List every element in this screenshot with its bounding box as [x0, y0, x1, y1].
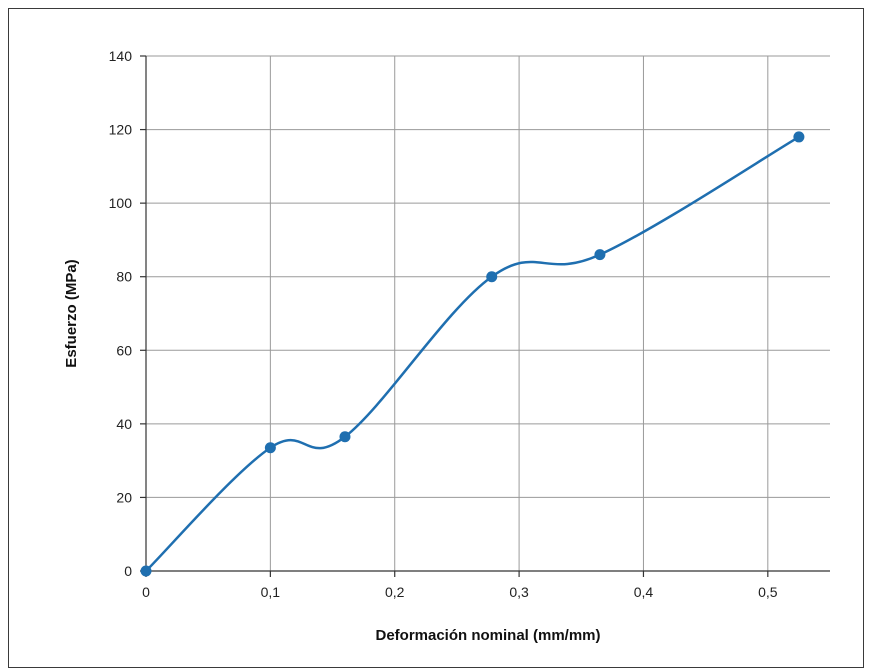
data-point	[264, 442, 276, 454]
chart-frame	[8, 8, 864, 668]
series-line	[145, 135, 800, 572]
data-point	[486, 271, 498, 283]
x-axis-label: Deformación nominal (mm/mm)	[375, 627, 600, 644]
y-tick-label: 80	[116, 269, 132, 285]
y-tick-label: 0	[124, 563, 132, 579]
y-tick-label: 140	[109, 48, 133, 64]
x-tick-label: 0,3	[509, 584, 529, 600]
x-tick-label: 0,5	[758, 584, 778, 600]
tick-labels: 0 20 40 60 80 100 120 140 0 0,1 0,2 0,3 0,4 0,5	[109, 48, 778, 600]
data-point	[140, 565, 152, 577]
data-point	[594, 249, 606, 261]
x-tick-label: 0	[142, 584, 150, 600]
y-tick-label: 100	[109, 195, 133, 211]
y-axis-label: Esfuerzo (MPa)	[63, 259, 80, 367]
data-point	[339, 431, 351, 443]
axes	[140, 55, 830, 577]
x-tick-label: 0,1	[261, 584, 281, 600]
x-tick-label: 0,2	[385, 584, 405, 600]
data-series	[140, 131, 805, 577]
y-tick-label: 120	[109, 122, 133, 138]
y-tick-label: 40	[116, 416, 132, 432]
stress-strain-chart: 0 20 40 60 80 100 120 140 0 0,1 0,2 0,3 0,4 0,5 Defor…	[63, 48, 830, 644]
data-point	[793, 131, 805, 143]
grid-lines	[146, 55, 830, 571]
y-tick-label: 60	[116, 342, 132, 358]
x-tick-label: 0,4	[634, 584, 654, 600]
y-tick-label: 20	[116, 489, 132, 505]
